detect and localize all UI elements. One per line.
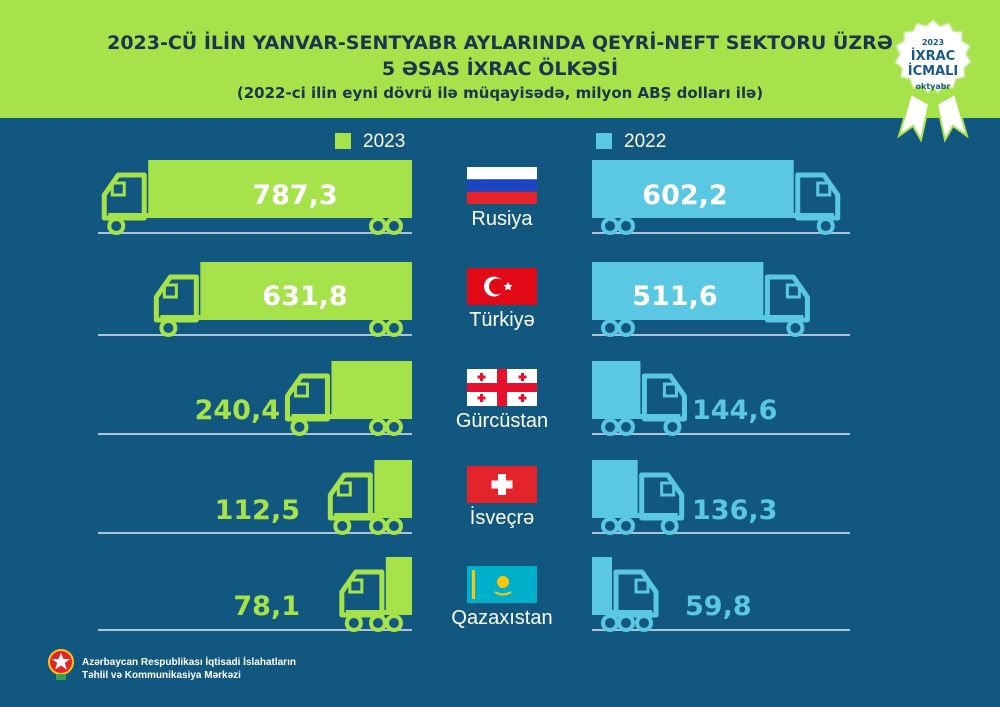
cab-window-2022-georgia — [662, 382, 678, 398]
wheel-2023-russia-1 — [369, 217, 387, 235]
country-label-georgia: Gürcüstan — [455, 410, 549, 432]
legend-label-2022: 2022 — [624, 131, 667, 152]
wheel-2023-georgia-1 — [369, 418, 387, 436]
wheel-2023-switzerland-0 — [333, 517, 352, 535]
value-label-2022-georgia: 144,6 — [692, 395, 778, 426]
wheel-2023-turkey-1 — [369, 319, 387, 337]
wheel-2022-turkey-1 — [617, 319, 635, 337]
chart-title-line1: 2023-CÜ İLİN YANVAR-SENTYABR AYLARINDA Q… — [107, 32, 893, 54]
bar-2022-switzerland — [592, 460, 638, 518]
wheel-2022-georgia-2 — [663, 418, 682, 436]
bar-2022-turkey — [592, 262, 764, 320]
wheel-2022-turkey-0 — [601, 319, 619, 337]
cab-window-2023-georgia — [293, 382, 309, 398]
bar-2022-georgia — [592, 361, 641, 419]
bar-2022-kazakhstan — [592, 557, 613, 615]
wheel-2023-turkey-0 — [159, 319, 178, 337]
wheel-2022-russia-1 — [617, 217, 635, 235]
wheel-2022-russia-0 — [601, 217, 619, 235]
chassis-2022-russia — [592, 213, 834, 218]
value-label-2022-switzerland: 136,3 — [692, 495, 778, 526]
chart-title-line2: 5 ƏSAS İXRAC ÖLKƏSİ — [381, 58, 619, 80]
cab-window-2022-kazakhstan — [634, 578, 650, 594]
cab-window-2022-russia — [816, 181, 832, 197]
kazakhstan-flag — [467, 566, 537, 603]
badge-year: 2023 — [921, 38, 945, 47]
value-label-2023-georgia: 240,4 — [194, 395, 280, 426]
wheel-2023-georgia-0 — [290, 418, 309, 436]
cab-window-2023-russia — [110, 181, 126, 197]
chassis-2022-switzerland — [592, 513, 678, 518]
wheel-2023-kazakhstan-2 — [385, 614, 403, 632]
bar-2023-kazakhstan — [385, 557, 412, 615]
value-label-2022-turkey: 511,6 — [632, 281, 718, 312]
value-label-2022-russia: 602,2 — [642, 180, 728, 211]
bar-2023-russia — [148, 160, 412, 218]
cab-window-2022-turkey — [785, 283, 801, 299]
cab-window-2023-turkey — [162, 283, 178, 299]
wheel-2023-russia-0 — [107, 217, 126, 235]
bar-2023-georgia — [331, 361, 412, 419]
value-label-2023-turkey: 631,8 — [262, 281, 348, 312]
russia-flag — [467, 167, 537, 204]
value-label-2023-switzerland: 112,5 — [214, 495, 300, 526]
value-label-2022-kazakhstan: 59,8 — [685, 591, 752, 622]
export-review-badge: 2023 İXRAC İCMALI oktyabr — [883, 16, 983, 144]
wheel-2023-kazakhstan-1 — [369, 614, 387, 632]
wheel-2022-georgia-1 — [617, 418, 635, 436]
wheel-2022-switzerland-1 — [617, 517, 635, 535]
wheel-2022-turkey-2 — [786, 319, 805, 337]
badge-line1: İXRAC — [910, 49, 956, 64]
bar-2022-russia — [592, 160, 794, 218]
country-label-kazakhstan: Qazaxıstan — [451, 607, 553, 629]
wheel-2022-switzerland-0 — [601, 517, 619, 535]
wheel-2022-switzerland-2 — [660, 517, 679, 535]
chassis-2022-georgia — [592, 414, 681, 419]
cab-window-2022-switzerland — [660, 481, 676, 497]
legend-label-2023: 2023 — [363, 131, 406, 152]
legend-swatch-2022 — [596, 133, 612, 149]
header-band — [0, 0, 1000, 118]
wheel-2023-switzerland-2 — [385, 517, 403, 535]
emblem-icon — [48, 649, 74, 680]
country-label-russia: Rusiya — [471, 208, 533, 230]
cab-window-2023-kazakhstan — [348, 578, 364, 594]
country-label-turkey: Türkiyə — [469, 309, 535, 331]
chassis-2023-georgia — [291, 414, 412, 419]
chassis-2023-switzerland — [334, 513, 412, 518]
chassis-2022-turkey — [592, 315, 804, 320]
legend-swatch-2023 — [335, 133, 351, 149]
badge-line3: oktyabr — [915, 82, 951, 91]
chart-subtitle: (2022-ci ilin eyni dövrü ilə müqayisədə,… — [236, 84, 764, 102]
cab-window-2023-switzerland — [336, 481, 352, 497]
value-label-2023-russia: 787,3 — [252, 180, 338, 211]
chassis-2023-turkey — [160, 315, 412, 320]
wheel-2023-kazakhstan-0 — [344, 614, 363, 632]
georgia-flag — [467, 369, 537, 406]
footer-org-line1: Azərbaycan Respublikası İqtisadi İslahat… — [82, 657, 296, 668]
wheel-2022-kazakhstan-1 — [617, 614, 635, 632]
wheel-2022-georgia-0 — [601, 418, 619, 436]
country-label-switzerland: İsveçrə — [469, 507, 535, 529]
chassis-2023-russia — [108, 213, 412, 218]
wheel-2022-kazakhstan-0 — [601, 614, 619, 632]
value-label-2023-kazakhstan: 78,1 — [233, 591, 300, 622]
bar-2023-turkey — [200, 262, 412, 320]
badge-line2: İCMALI — [907, 64, 959, 79]
footer-org-line2: Təhlil və Kommunikasiya Mərkəzi — [82, 670, 241, 681]
wheel-2022-russia-2 — [816, 217, 835, 235]
wheel-2022-kazakhstan-2 — [635, 614, 654, 632]
wheel-2023-russia-2 — [385, 217, 403, 235]
wheel-2023-georgia-2 — [385, 418, 403, 436]
switzerland-flag — [467, 466, 537, 503]
turkey-flag — [467, 268, 537, 305]
wheel-2023-turkey-2 — [385, 319, 403, 337]
wheel-2023-switzerland-1 — [369, 517, 387, 535]
bar-2023-switzerland — [374, 460, 412, 518]
